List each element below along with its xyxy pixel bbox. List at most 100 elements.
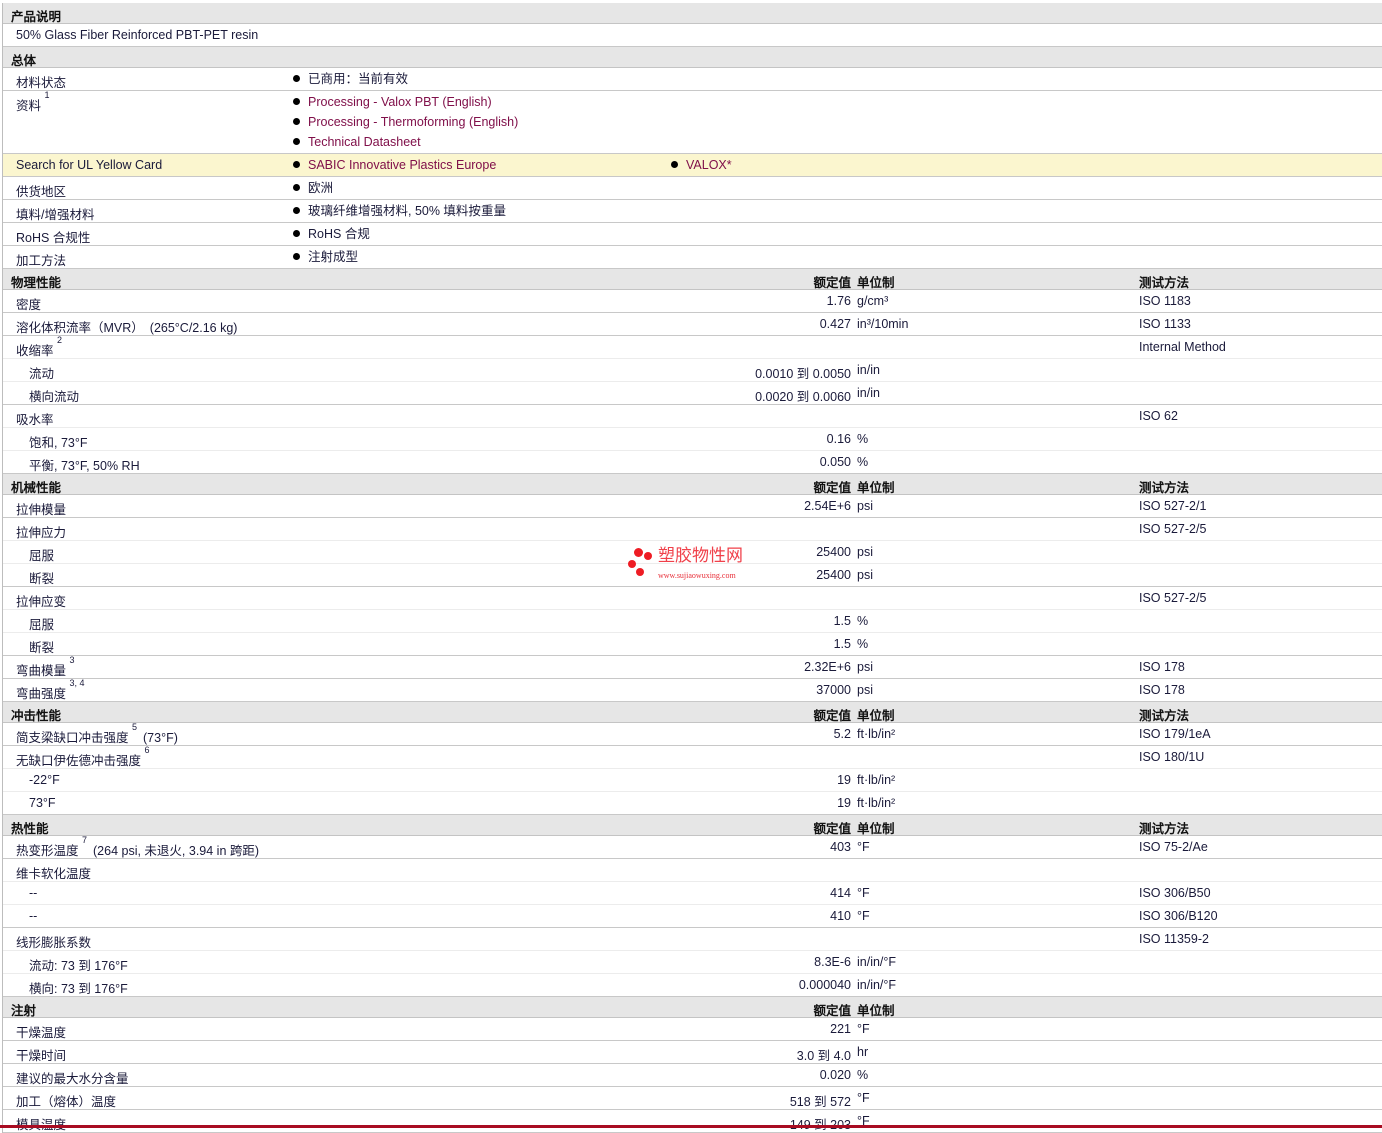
section-header: 物理性能 额定值 单位制 测试方法 <box>3 269 1382 290</box>
bullet-text: 已商用：当前有效 <box>308 72 409 86</box>
property-label: 密度 <box>16 294 41 313</box>
footnote-ref[interactable]: 3, 4 <box>69 678 85 688</box>
property-unit: °F <box>857 1091 870 1105</box>
property-value: 8.3E-6 <box>814 955 851 969</box>
column-header-method: 测试方法 <box>1139 709 1190 723</box>
test-method: ISO 180/1U <box>1139 750 1205 764</box>
property-label: 维卡软化温度 <box>16 863 91 882</box>
bullet-icon <box>293 207 300 214</box>
watermark-dot <box>634 548 643 557</box>
property-value: 0.050 <box>819 455 851 469</box>
footnote-ref[interactable]: 2 <box>57 335 63 345</box>
link[interactable]: VALOX* <box>686 158 732 172</box>
property-unit: % <box>857 614 869 628</box>
property-value: 0.427 <box>819 317 851 331</box>
bullet-text: RoHS 合规 <box>308 227 370 241</box>
link[interactable]: Processing - Thermoforming (English) <box>308 115 519 129</box>
footnote-ref[interactable]: 1 <box>44 90 50 100</box>
property-condition: (265°C/2.16 kg) <box>149 321 238 335</box>
bullet-item[interactable]: VALOX* <box>671 158 732 178</box>
column-header-method: 测试方法 <box>1139 822 1190 836</box>
test-method: ISO 62 <box>1139 409 1178 423</box>
bullet-item[interactable]: SABIC Innovative Plastics Europe <box>293 158 496 178</box>
link[interactable]: SABIC Innovative Plastics Europe <box>308 158 497 172</box>
test-method: ISO 1183 <box>1139 294 1191 308</box>
property-label: 干燥时间 <box>16 1045 66 1064</box>
bullet-item[interactable]: Processing - Valox PBT (English) <box>293 95 518 115</box>
property-name: -- <box>29 886 38 900</box>
property-row: 拉伸应力 ISO 527-2/5 <box>3 518 1382 541</box>
property-value: 37000 <box>816 683 851 697</box>
bullet-icon <box>293 75 300 82</box>
footnote-ref[interactable]: 5 <box>132 722 138 732</box>
property-name: 拉伸应变 <box>16 595 67 609</box>
watermark-dot <box>644 552 652 560</box>
property-unit: °F <box>857 1022 870 1036</box>
bullet-item[interactable]: Technical Datasheet <box>293 135 518 155</box>
property-value: 221 <box>830 1022 851 1036</box>
property-label: 平衡, 73°F, 50% RH <box>29 455 140 474</box>
column-header-method: 测试方法 <box>1139 276 1190 290</box>
general-row: Search for UL Yellow Card SABIC Innovativ… <box>3 154 1382 177</box>
property-row: 建议的最大水分含量 0.020% <box>3 1064 1382 1087</box>
bullet-item: 注射成型 <box>293 250 358 270</box>
footnote-ref[interactable]: 7 <box>82 835 88 845</box>
property-name: 溶化体积流率（MVR） <box>16 321 144 335</box>
link[interactable]: Processing - Valox PBT (English) <box>308 95 492 109</box>
property-label: 线形膨胀系数 <box>16 932 91 951</box>
bullet-list: 欧洲 <box>293 181 333 201</box>
property-value: 5.2 <box>833 727 851 741</box>
footnote-ref[interactable]: 6 <box>144 745 150 755</box>
property-unit: ft·lb/in² <box>857 773 896 787</box>
property-row: 弯曲模量 3 2.32E+6 psi ISO 178 <box>3 656 1382 679</box>
property-unit: g/cm³ <box>857 294 889 308</box>
property-label: 简支梁缺口冲击强度 5 (73°F) <box>16 723 178 746</box>
section-title: 注射 <box>11 1004 37 1018</box>
link[interactable]: Technical Datasheet <box>308 135 421 149</box>
section-title: 产品说明 <box>11 10 62 24</box>
property-name: 无缺口伊佐德冲击强度 <box>16 754 142 768</box>
property-value: 19 <box>837 796 851 810</box>
bullet-list: RoHS 合规 <box>293 227 370 247</box>
property-name: 干燥温度 <box>16 1026 67 1040</box>
property-label: 断裂 <box>29 637 54 656</box>
property-name: 横向: 73 到 176°F <box>29 982 128 996</box>
property-label: -- <box>29 886 37 900</box>
property-label: 模具温度 <box>16 1114 66 1133</box>
test-method: ISO 75-2/Ae <box>1139 840 1208 854</box>
property-name: 收缩率 <box>16 344 54 358</box>
property-name: 饱和, 73°F <box>29 436 88 450</box>
general-row: RoHS 合规性 RoHS 合规 <box>3 223 1382 246</box>
bullet-text: 玻璃纤维增强材料, 50% 填料按重量 <box>308 204 506 218</box>
column-header-unit: 单位制 <box>857 1004 895 1018</box>
property-row: 饱和, 73°F 0.16% <box>3 428 1382 451</box>
property-row: 简支梁缺口冲击强度 5 (73°F) 5.2 ft·lb/in² ISO 179/1eA <box>3 723 1382 746</box>
row-label-text: 加工方法 <box>16 254 67 268</box>
property-value: 1.76 <box>826 294 851 308</box>
bullet-item[interactable]: Processing - Thermoforming (English) <box>293 115 518 135</box>
property-value: 410 <box>830 909 851 923</box>
test-method: ISO 306/B50 <box>1139 886 1211 900</box>
column-header-unit: 单位制 <box>857 481 895 495</box>
property-row: 热变形温度 7 (264 psi, 未退火, 3.94 in 跨距) 403 °F IS… <box>3 836 1382 859</box>
footnote-ref[interactable]: 3 <box>69 655 75 665</box>
property-value: 0.0020 到 0.0060 <box>755 390 851 404</box>
watermark-name: 塑胶物性网 <box>658 546 743 566</box>
property-label: -22°F <box>29 773 60 787</box>
property-unit: % <box>857 1068 869 1082</box>
property-row: 线形膨胀系数 ISO 11359-2 <box>3 928 1382 951</box>
property-unit: % <box>857 455 869 469</box>
bullet-item: 玻璃纤维增强材料, 50% 填料按重量 <box>293 204 506 224</box>
row-label-text: 供货地区 <box>16 185 67 199</box>
general-row: 资料 1 Processing - Valox PBT (English) Proc… <box>3 91 1382 154</box>
property-label: 流动 <box>29 363 54 382</box>
column-header-value: 额定值 <box>813 822 851 836</box>
general-row: 填料/增强材料 玻璃纤维增强材料, 50% 填料按重量 <box>3 200 1382 223</box>
bullet-list: VALOX* <box>671 158 732 178</box>
bullet-item: 欧洲 <box>293 181 333 201</box>
section-title: 物理性能 <box>11 276 62 290</box>
property-row: -- 410 °F ISO 306/B120 <box>3 905 1382 928</box>
property-name: 简支梁缺口冲击强度 <box>16 731 129 745</box>
bullet-icon <box>671 161 678 168</box>
property-row: 73°F 19 ft·lb/in² <box>3 792 1382 815</box>
